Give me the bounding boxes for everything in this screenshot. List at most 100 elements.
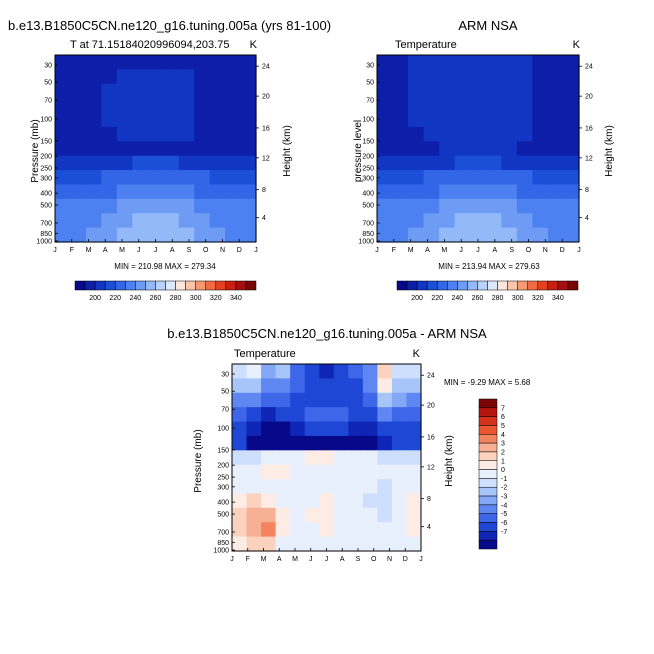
cell-obs-r2-c3	[423, 83, 440, 99]
cell-diff-r8-c6	[319, 479, 335, 495]
y-tick-label-model-12: 1000	[36, 239, 52, 246]
cell-obs-r1-c6	[470, 69, 487, 85]
y-tick-label-model-1: 50	[44, 80, 52, 87]
cell-diff-r6-c12	[406, 450, 422, 466]
height-tick-label-diff-2: 16	[427, 434, 435, 441]
cell-model-r11-c5	[132, 213, 149, 229]
cell-diff-r10-c12	[406, 507, 422, 523]
cell-obs-r1-c5	[454, 69, 471, 85]
x-tick-label-model-11: D	[237, 247, 242, 254]
cell-diff-r1-c10	[377, 378, 393, 394]
cell-diff-r1-c11	[391, 378, 408, 394]
cell-diff-r2-c4	[290, 392, 306, 408]
cell-diff-r7-c3	[275, 464, 291, 480]
cell-diff-r2-c11	[391, 392, 408, 408]
cell-diff-r2-c1	[246, 392, 262, 408]
panel-diff-plot: J F M A M J J A S O N D J 30 50 70 100 150 200 250 300 400 500…	[213, 363, 435, 563]
colorbar-swatch-obs-15	[547, 280, 559, 291]
cell-obs-r12-c4	[439, 227, 456, 243]
cell-diff-r3-c10	[377, 407, 393, 423]
cell-diff-r6-c9	[362, 450, 378, 466]
cell-diff-r11-c1	[246, 522, 262, 538]
colorbar-swatch-diff-12	[478, 504, 498, 514]
cell-model-r1-c12	[240, 69, 257, 85]
cell-model-r8-c10	[209, 170, 226, 186]
cell-model-r8-c1	[70, 170, 87, 186]
panel-diff-title: b.e13.B1850C5CN.ne120_g16.tuning.005a - …	[167, 326, 487, 341]
colorbar-swatch-diff-16	[478, 539, 498, 550]
cell-model-r10-c10	[209, 198, 226, 214]
cell-diff-r2-c6	[319, 392, 335, 408]
cell-obs-r10-c1	[392, 198, 409, 214]
colorbar-label-diff-13: -6	[501, 520, 507, 527]
cell-obs-r8-c3	[423, 170, 440, 186]
cell-model-r6-c1	[70, 141, 87, 157]
cell-obs-r3-c11	[547, 98, 565, 114]
colorbar-swatch-diff-9	[478, 478, 498, 488]
cell-obs-r10-c8	[501, 198, 518, 214]
cell-obs-r1-c12	[563, 69, 580, 85]
colorbar-label-diff-3: 4	[501, 432, 505, 439]
y-tick-label-obs-2: 70	[366, 98, 374, 105]
cell-obs-r4-c5	[454, 112, 471, 128]
cell-model-r11-c9	[194, 213, 211, 229]
cell-model-r1-c4	[116, 69, 133, 85]
cell-obs-r0-c10	[532, 55, 549, 70]
cell-obs-r8-c10	[532, 170, 549, 186]
cell-obs-r1-c0	[377, 69, 394, 85]
cell-obs-r7-c11	[547, 155, 565, 171]
cell-diff-r12-c3	[275, 536, 291, 552]
panel-obs-units: K	[573, 39, 581, 51]
cell-diff-r7-c11	[391, 464, 408, 480]
cell-diff-r9-c3	[275, 493, 291, 509]
y-tick-label-diff-1: 50	[221, 389, 229, 396]
height-tick-label-diff-1: 20	[427, 403, 435, 410]
cell-diff-r11-c9	[362, 522, 378, 538]
panel-diff-minmax: MIN = -9.29 MAX = 5.68	[444, 378, 531, 387]
cell-model-r4-c6	[147, 112, 164, 128]
cell-model-r4-c8	[178, 112, 195, 128]
cell-model-r0-c8	[178, 55, 195, 70]
cell-obs-r0-c1	[392, 55, 409, 70]
cell-diff-r4-c1	[246, 421, 262, 437]
cell-obs-r12-c6	[470, 227, 487, 243]
y-tick-label-model-4: 150	[40, 138, 52, 145]
cell-model-r10-c9	[194, 198, 211, 214]
cell-diff-r8-c2	[261, 479, 277, 495]
height-tick-label-obs-5: 4	[585, 215, 589, 222]
y-tick-label-model-9: 500	[40, 203, 52, 210]
cell-diff-r6-c2	[261, 450, 277, 466]
cell-model-r9-c4	[116, 184, 133, 200]
cell-model-r3-c11	[225, 98, 242, 114]
cell-obs-r8-c8	[501, 170, 518, 186]
cell-model-r7-c4	[116, 155, 133, 171]
cell-model-r10-c12	[240, 198, 257, 214]
cell-obs-r9-c3	[423, 184, 440, 200]
cell-model-r3-c6	[147, 98, 164, 114]
colorbar-swatch-model-14	[215, 280, 227, 291]
cell-obs-r5-c12	[563, 126, 580, 142]
cell-model-r2-c5	[132, 83, 149, 99]
y-tick-label-obs-0: 30	[366, 63, 374, 70]
cell-diff-r8-c12	[406, 479, 422, 495]
cell-obs-r3-c10	[532, 98, 549, 114]
cell-model-r6-c3	[101, 141, 118, 157]
x-tick-label-diff-8: S	[356, 556, 361, 563]
cell-diff-r10-c6	[319, 507, 335, 523]
cell-diff-r4-c8	[348, 421, 364, 437]
y-tick-label-diff-2: 70	[221, 407, 229, 414]
x-tick-label-model-2: M	[86, 247, 92, 254]
colorbar-label-model-4: 280	[170, 295, 182, 302]
cell-diff-r0-c12	[406, 364, 422, 379]
cell-obs-r0-c2	[408, 55, 425, 70]
colorbar-label-model-0: 200	[89, 295, 101, 302]
cell-obs-r6-c0	[377, 141, 394, 157]
cell-model-r11-c8	[178, 213, 195, 229]
cell-obs-r10-c0	[377, 198, 394, 214]
y-tick-label-obs-5: 200	[362, 154, 374, 161]
colorbar-swatch-diff-1	[478, 407, 498, 417]
cell-obs-r1-c8	[501, 69, 518, 85]
y-tick-label-model-2: 70	[44, 98, 52, 105]
cell-obs-r6-c11	[547, 141, 565, 157]
height-tick-label-diff-4: 8	[427, 496, 431, 503]
